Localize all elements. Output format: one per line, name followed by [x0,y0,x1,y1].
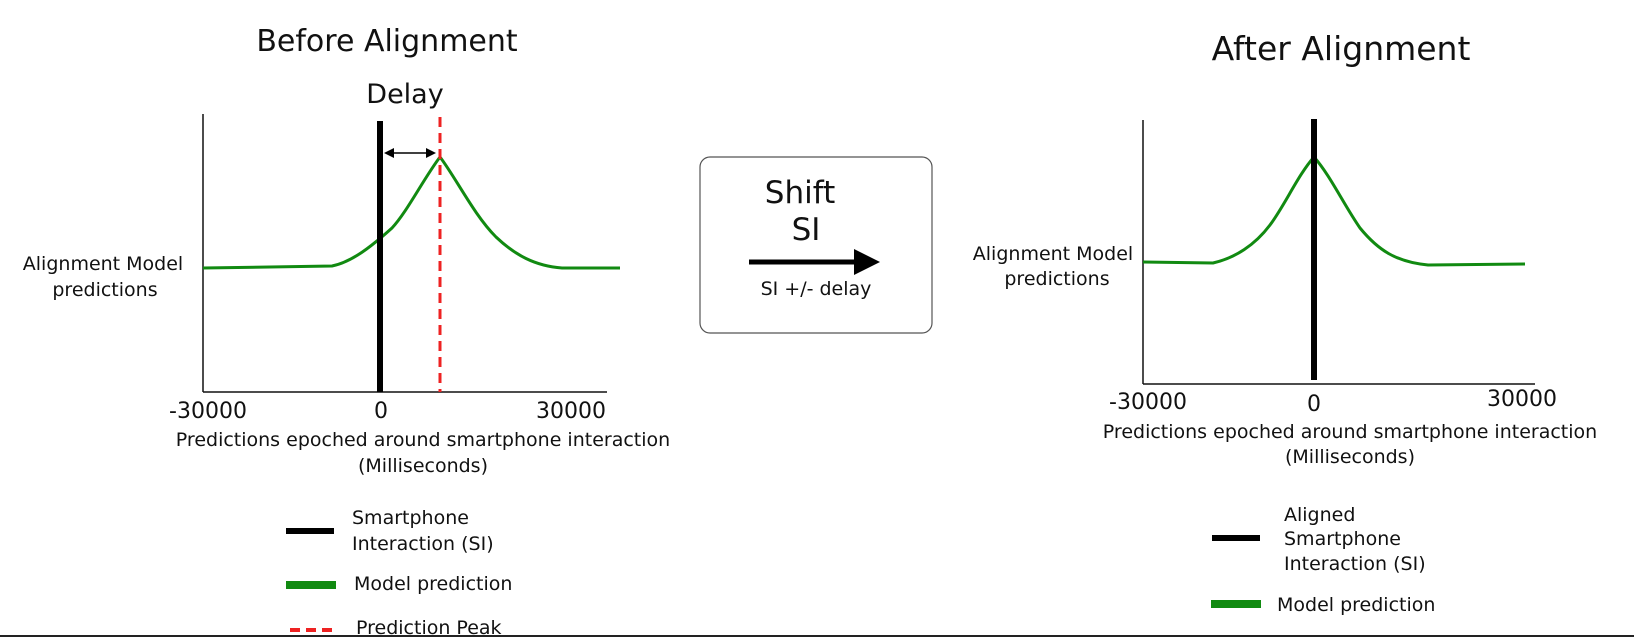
before-title: Before Alignment [256,24,518,59]
shift-caption: SI +/- delay [761,278,872,300]
shift-title-line2: SI [792,212,821,248]
before-ylabel-line2: predictions [52,279,157,301]
legend-aligned-si-label-2: Smartphone [1284,528,1401,550]
after-legend: Aligned Smartphone Interaction (SI) Mode… [1211,504,1435,616]
after-xlabel-line2: (Milliseconds) [1285,446,1415,468]
before-legend: Smartphone Interaction (SI) Model predic… [286,507,512,638]
before-xlabel-line1: Predictions epoched around smartphone in… [176,429,670,451]
after-xtick-zero: 0 [1307,392,1321,417]
legend-peak-label: Prediction Peak [356,617,502,638]
legend-aligned-si-label-1: Aligned [1284,504,1355,526]
before-ylabel-line1: Alignment Model [23,253,183,275]
legend-model-label: Model prediction [354,573,512,595]
before-xtick-pos: 30000 [536,399,606,424]
after-xtick-pos: 30000 [1487,387,1557,412]
after-ylabel-line1: Alignment Model [973,243,1133,265]
shift-box: Shift SI SI +/- delay [699,156,933,334]
legend-si-label-2: Interaction (SI) [352,533,494,555]
delay-label: Delay [366,79,443,110]
after-title: After Alignment [1212,29,1471,68]
after-ylabel-line2: predictions [1004,268,1109,290]
before-xlabel-line2: (Milliseconds) [358,455,488,477]
after-panel: After Alignment Alignment Model predicti… [973,29,1597,616]
after-model-curve [1142,154,1526,267]
legend-aligned-si-label-3: Interaction (SI) [1284,553,1426,575]
legend-si-label-1: Smartphone [352,507,469,529]
shift-box-frame [699,156,933,334]
delay-arrow [384,148,436,158]
before-xtick-zero: 0 [374,399,388,424]
before-model-curve [202,154,620,270]
before-xtick-neg: -30000 [169,399,247,424]
shift-arrow [749,249,880,275]
after-xlabel-line1: Predictions epoched around smartphone in… [1103,421,1597,443]
after-xtick-neg: -30000 [1109,390,1187,415]
before-panel: Before Alignment Delay Alignment Model p… [23,24,670,638]
shift-title-line1: Shift [765,175,835,211]
legend-after-model-label: Model prediction [1277,594,1435,616]
